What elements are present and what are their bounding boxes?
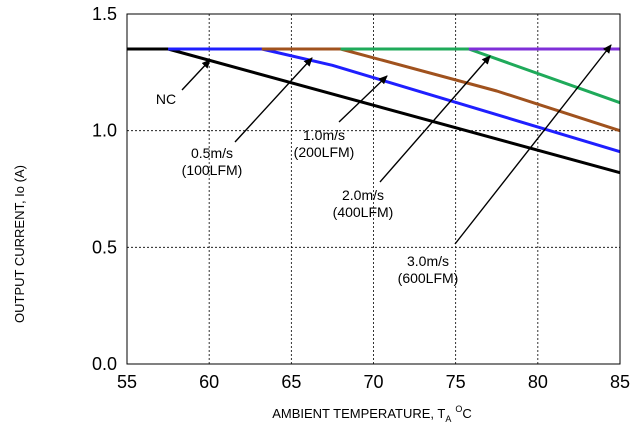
annotation-arrow xyxy=(379,55,491,183)
x-tick-label: 65 xyxy=(281,372,301,392)
y-axis-title: OUTPUT CURRENT, Io (A) xyxy=(12,165,27,323)
y-tick-label: 0.5 xyxy=(92,237,117,257)
tick-labels: 55 60 65 70 75 80 85 0.0 0.5 1.0 1.5 xyxy=(92,4,630,392)
annotation-1: 0.5m/s(100LFM) xyxy=(182,57,313,178)
y-tick-label: 1.5 xyxy=(92,4,117,24)
x-tick-label: 80 xyxy=(528,372,548,392)
y-tick-label: 0.0 xyxy=(92,354,117,374)
annotations: NC0.5m/s(100LFM)1.0m/s(200LFM)2.0m/s(400… xyxy=(156,44,612,286)
annotation-arrow xyxy=(234,57,313,143)
annotation-label: (100LFM) xyxy=(182,162,243,178)
annotation-label: (600LFM) xyxy=(398,270,459,286)
annotation-label: 3.0m/s xyxy=(407,253,449,269)
x-axis-title-subscript: A xyxy=(445,414,451,424)
annotation-arrow xyxy=(454,44,612,245)
annotation-4: 3.0m/s(600LFM) xyxy=(398,44,612,286)
x-tick-label: 70 xyxy=(363,372,383,392)
x-tick-label: 85 xyxy=(610,372,630,392)
annotation-arrow xyxy=(338,75,388,123)
series-line-2 xyxy=(261,47,621,133)
annotation-label: (400LFM) xyxy=(333,204,394,220)
annotation-arrow xyxy=(181,59,211,91)
annotation-label: 1.0m/s xyxy=(303,127,345,143)
x-axis-title-superscript: O xyxy=(455,404,462,414)
x-axis-title-tail: C xyxy=(462,406,471,421)
series-line-3 xyxy=(340,47,621,105)
series-line-1 xyxy=(168,47,621,154)
series-lines xyxy=(127,47,621,175)
y-tick-label: 1.0 xyxy=(92,121,117,141)
x-axis-title-main: AMBIENT TEMPERATURE, T xyxy=(272,406,445,421)
x-tick-label: 55 xyxy=(117,372,137,392)
x-tick-label: 60 xyxy=(199,372,219,392)
annotation-label: NC xyxy=(156,91,176,107)
plot-frame xyxy=(126,13,621,365)
annotation-label: 2.0m/s xyxy=(342,187,384,203)
annotation-label: (200LFM) xyxy=(294,144,355,160)
annotation-2: 1.0m/s(200LFM) xyxy=(294,75,388,160)
annotation-label: 0.5m/s xyxy=(191,145,233,161)
annotation-0: NC xyxy=(156,59,211,107)
x-tick-label: 75 xyxy=(446,372,466,392)
annotation-3: 2.0m/s(400LFM) xyxy=(333,55,491,220)
x-axis-title: AMBIENT TEMPERATURE, TAOC xyxy=(272,404,472,424)
